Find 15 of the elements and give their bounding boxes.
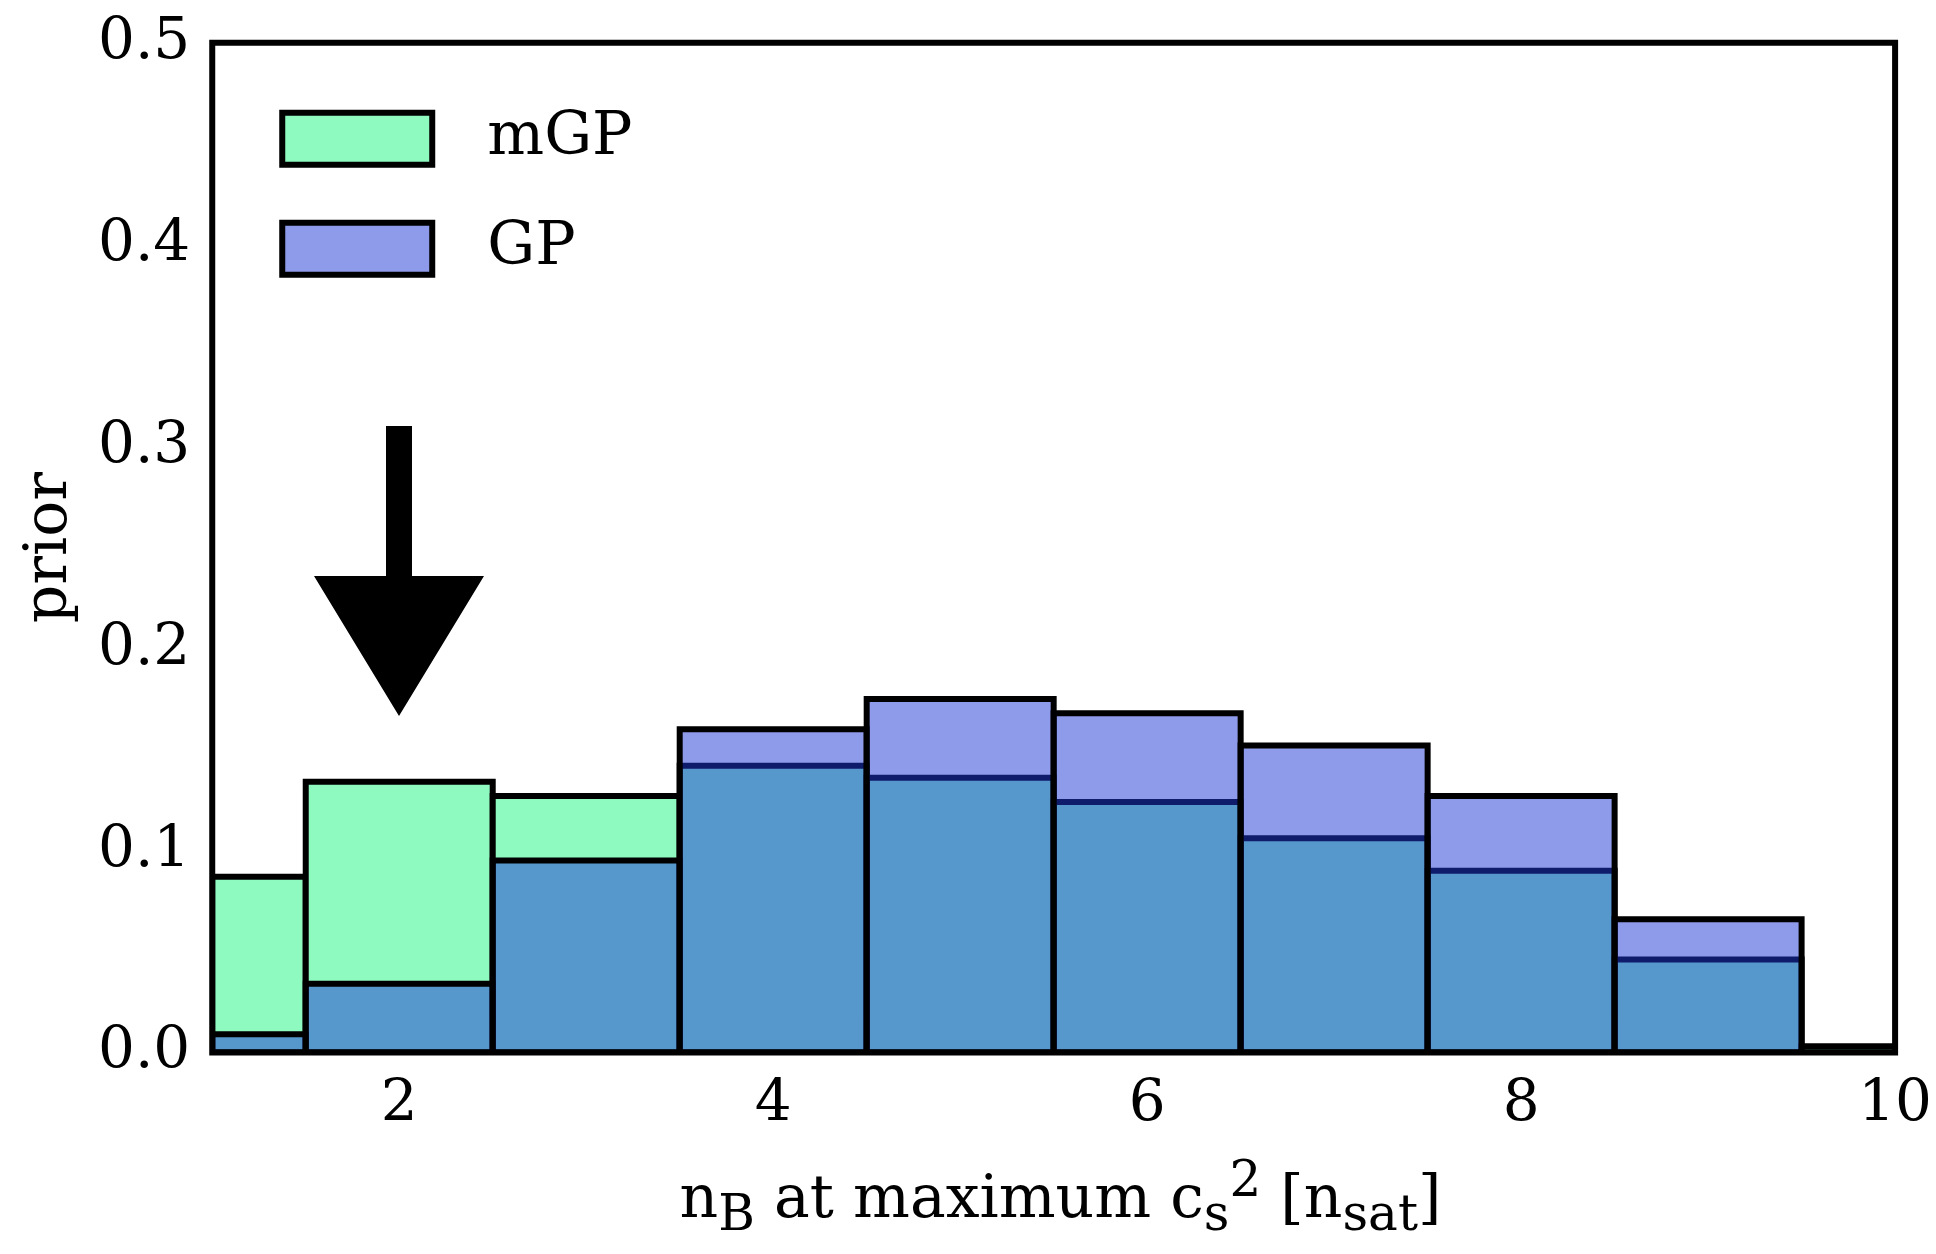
legend-label: mGP xyxy=(487,98,633,169)
y-tick-label: 0.2 xyxy=(97,609,191,678)
x-tick-label: 4 xyxy=(754,1066,792,1135)
y-tick-label: 0.1 xyxy=(97,811,191,880)
x-tick-label: 2 xyxy=(380,1066,418,1135)
y-tick-label: 0.4 xyxy=(97,205,191,274)
legend-label: GP xyxy=(487,208,576,279)
y-tick-label: 0.5 xyxy=(97,3,191,72)
x-tick-label: 8 xyxy=(1502,1066,1540,1135)
x-axis-title: n$_{B}$ at maximum c$_{s}$$^{2}$ [n$_{sat}$] xyxy=(678,1150,1443,1242)
x-tick-label: 10 xyxy=(1858,1066,1932,1135)
x-tick-label: 6 xyxy=(1128,1066,1166,1135)
y-axis-title: prior xyxy=(9,471,80,624)
y-tick-label: 0.3 xyxy=(97,407,191,476)
y-tick-label: 0.0 xyxy=(97,1013,191,1082)
